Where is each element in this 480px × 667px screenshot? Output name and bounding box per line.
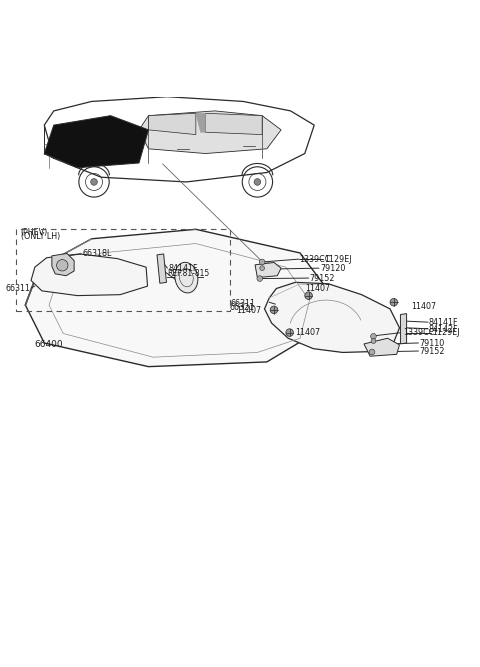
Circle shape	[286, 329, 293, 336]
Text: 1129EJ: 1129EJ	[324, 255, 351, 263]
Polygon shape	[31, 254, 147, 295]
Circle shape	[371, 339, 376, 344]
Text: 79110: 79110	[420, 339, 444, 348]
Text: 66400: 66400	[35, 340, 63, 349]
Polygon shape	[364, 338, 399, 356]
Polygon shape	[44, 115, 148, 167]
Polygon shape	[157, 254, 167, 283]
Circle shape	[390, 298, 397, 306]
Text: 66311: 66311	[5, 284, 30, 293]
Polygon shape	[139, 111, 281, 153]
Text: 79152: 79152	[420, 347, 445, 356]
Circle shape	[305, 292, 312, 299]
Text: 79120: 79120	[320, 264, 345, 273]
Text: 79152: 79152	[310, 274, 335, 283]
Circle shape	[257, 275, 263, 281]
Text: (PHEV): (PHEV)	[21, 227, 48, 237]
Text: (ONLY LH): (ONLY LH)	[21, 232, 60, 241]
Circle shape	[91, 179, 97, 185]
Text: 1339CC: 1339CC	[300, 255, 331, 263]
Polygon shape	[122, 145, 131, 149]
Circle shape	[260, 265, 264, 271]
Text: 11407: 11407	[305, 284, 330, 293]
Polygon shape	[52, 253, 74, 275]
Circle shape	[369, 349, 375, 355]
Text: 84142F: 84142F	[429, 325, 458, 334]
Circle shape	[259, 259, 265, 265]
Text: 1339CC: 1339CC	[403, 328, 434, 337]
Text: REF.81-815: REF.81-815	[168, 269, 210, 278]
Text: 66321: 66321	[230, 303, 255, 312]
Polygon shape	[196, 113, 205, 132]
Bar	[16, 229, 230, 311]
Circle shape	[371, 334, 376, 340]
Text: 11407: 11407	[411, 301, 436, 311]
Polygon shape	[264, 282, 399, 352]
Polygon shape	[148, 113, 196, 135]
Polygon shape	[205, 113, 262, 135]
Circle shape	[270, 306, 278, 313]
Text: 66311: 66311	[230, 299, 255, 307]
Text: 11407: 11407	[295, 328, 321, 337]
Circle shape	[254, 179, 261, 185]
Text: 11407: 11407	[236, 306, 261, 315]
Polygon shape	[25, 229, 328, 367]
Text: 1129EJ: 1129EJ	[432, 328, 459, 337]
Text: 84141F: 84141F	[429, 317, 458, 327]
Polygon shape	[255, 262, 281, 277]
Polygon shape	[400, 313, 407, 344]
Circle shape	[57, 259, 68, 271]
Ellipse shape	[175, 262, 198, 293]
Text: 66318L: 66318L	[82, 249, 111, 258]
Text: 84141F: 84141F	[168, 263, 198, 273]
